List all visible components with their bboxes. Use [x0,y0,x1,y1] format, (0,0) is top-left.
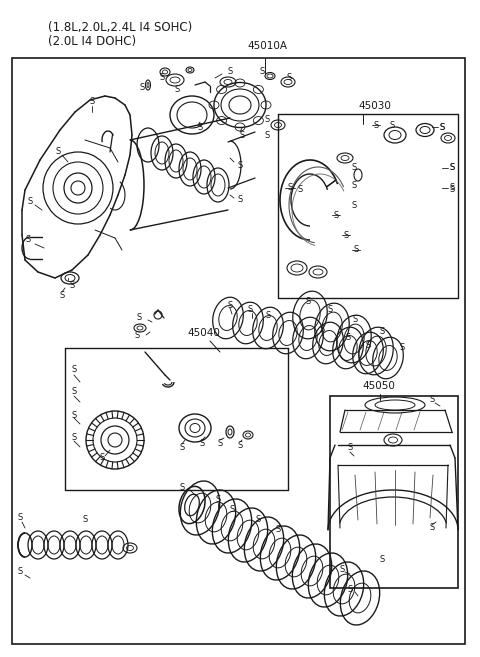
Text: S: S [450,185,455,194]
Text: S: S [240,131,245,139]
Text: S: S [255,516,260,524]
Text: S: S [287,183,292,193]
Text: S: S [260,68,265,76]
Text: S: S [430,396,435,405]
Text: S: S [228,68,233,76]
Text: S: S [180,484,185,493]
Text: S: S [380,556,385,564]
Text: S: S [305,298,311,307]
Text: S: S [365,340,370,350]
Text: S: S [238,196,243,204]
Text: S: S [352,164,357,173]
Text: S: S [72,365,77,374]
Text: S: S [348,585,353,595]
Text: S: S [72,411,77,420]
Text: S: S [327,306,333,315]
Text: S: S [100,453,105,463]
Text: S: S [27,198,33,206]
Text: S: S [352,315,358,325]
Text: S: S [238,440,243,449]
Text: S: S [297,185,302,194]
Text: S: S [230,505,235,514]
Text: 45030: 45030 [358,101,391,111]
Text: 45050: 45050 [362,381,395,391]
Text: S: S [287,74,292,83]
Text: S: S [215,495,220,505]
Text: S: S [450,164,455,173]
Text: S: S [265,116,270,124]
Text: S: S [17,568,23,576]
Text: S: S [83,516,88,524]
Text: S: S [440,122,445,131]
Text: S: S [135,332,140,340]
Text: S: S [140,83,145,93]
Text: (1.8L,2.0L,2.4L I4 SOHC): (1.8L,2.0L,2.4L I4 SOHC) [48,22,192,35]
Text: S: S [89,97,95,106]
Bar [330,396,458,588]
Text: S: S [380,327,385,336]
Text: 45010A: 45010A [247,41,287,51]
Text: S: S [374,120,379,129]
Text: S: S [340,566,345,574]
Text: S: S [72,434,77,443]
Text: S: S [198,124,203,133]
Text: S: S [352,181,357,189]
Text: S: S [265,131,270,139]
Text: (2.0L I4 DOHC): (2.0L I4 DOHC) [48,35,136,49]
Text: S: S [218,438,223,447]
Text: S: S [265,311,271,321]
Text: S: S [275,526,280,535]
Text: 45040: 45040 [187,328,220,338]
Text: S: S [55,148,60,156]
Text: S: S [450,164,455,173]
Text: S: S [25,235,31,244]
Text: S: S [320,325,325,334]
Text: S: S [390,120,395,129]
Text: S: S [450,183,455,193]
Bar [12,58,465,644]
Text: S: S [72,388,77,397]
Text: S: S [175,85,180,95]
Text: S: S [200,438,205,447]
Text: S: S [247,306,252,315]
Text: S: S [354,246,359,254]
Text: S: S [440,122,445,131]
Text: S: S [60,290,65,300]
Text: S: S [345,332,350,342]
Text: S: S [70,281,75,290]
Text: S: S [228,300,233,309]
Text: S: S [400,344,405,353]
Text: S: S [334,210,339,219]
Text: S: S [17,514,23,522]
Text: S: S [430,524,435,533]
Text: S: S [352,200,357,210]
Text: S: S [180,443,185,453]
Text: S: S [348,443,353,453]
Text: S: S [137,313,142,323]
Text: S: S [160,74,165,83]
Text: S: S [238,160,243,170]
Text: S: S [344,231,349,240]
